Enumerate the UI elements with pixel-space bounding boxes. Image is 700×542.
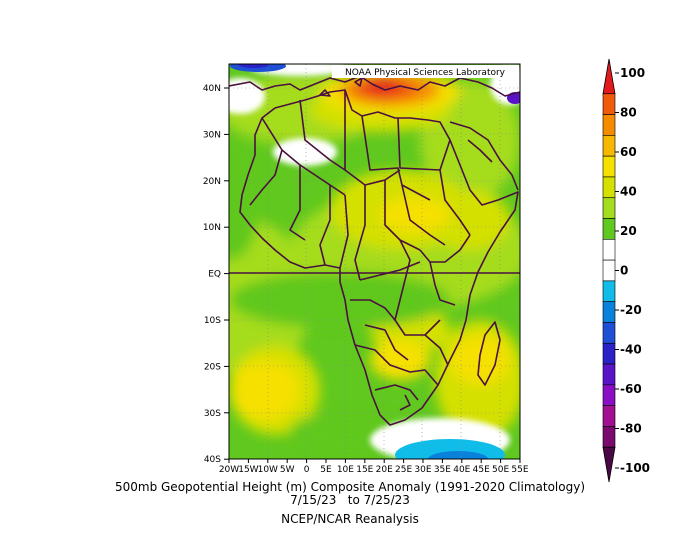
lon-label: 15E bbox=[356, 465, 373, 475]
colorbar-swatch bbox=[602, 259, 616, 282]
lon-label: 50E bbox=[492, 465, 509, 475]
colorbar-swatch bbox=[602, 301, 616, 323]
lat-label: EQ bbox=[208, 270, 221, 280]
colorbar-arrow-top bbox=[602, 58, 616, 95]
colorbar-swatch bbox=[602, 135, 616, 157]
lat-label: 40S bbox=[204, 455, 221, 465]
colorbar-swatch bbox=[602, 280, 616, 302]
colorbar-label: -100 bbox=[620, 461, 650, 475]
colorbar-swatch bbox=[602, 176, 616, 199]
colorbar-swatch bbox=[602, 218, 616, 240]
colorbar-label: -80 bbox=[620, 422, 642, 436]
colorbar-swatch bbox=[602, 239, 616, 261]
lon-label: 30E bbox=[414, 465, 431, 475]
lon-label: 45E bbox=[473, 465, 490, 475]
lat-label: 10N bbox=[203, 223, 221, 233]
colorbar-label: -40 bbox=[620, 343, 642, 357]
lon-label: 25E bbox=[395, 465, 412, 475]
lon-label: 15W bbox=[238, 465, 258, 475]
colorbar-label: 40 bbox=[620, 185, 637, 199]
lat-label: 30S bbox=[204, 409, 221, 419]
colorbar-swatch bbox=[602, 405, 616, 427]
colorbar-swatch bbox=[602, 363, 616, 386]
lon-label: 0 bbox=[304, 465, 310, 475]
lat-label: 30N bbox=[203, 130, 221, 140]
lat-label: 40N bbox=[203, 84, 221, 94]
credit-text: NOAA Physical Sciences Laboratory bbox=[345, 68, 506, 78]
chart-title-line2: 7/15/23 to 7/25/23 bbox=[290, 493, 410, 507]
colorbar-label: 80 bbox=[620, 106, 637, 120]
colorbar-arrow-bottom bbox=[602, 446, 616, 483]
map-frame bbox=[228, 63, 521, 460]
lat-axis: 40N 30N 20N 10N EQ 10S 20S 30S 40S bbox=[203, 84, 229, 465]
colorbar-swatch bbox=[602, 426, 616, 448]
colorbar-label: 0 bbox=[620, 264, 628, 278]
lon-label: 40E bbox=[453, 465, 470, 475]
colorbar-swatch bbox=[602, 114, 616, 136]
colorbar-label: -60 bbox=[620, 382, 642, 396]
colorbar-swatch bbox=[602, 322, 616, 344]
lon-label: 10E bbox=[337, 465, 354, 475]
chart-title-line3: NCEP/NCAR Reanalysis bbox=[281, 512, 419, 526]
colorbar-swatch bbox=[602, 342, 616, 365]
colorbar-label: -20 bbox=[620, 303, 642, 317]
lon-label: 20W bbox=[219, 465, 239, 475]
colorbar-label: 60 bbox=[620, 145, 637, 159]
lat-label: 20S bbox=[204, 362, 221, 372]
lon-label: 5W bbox=[280, 465, 295, 475]
lon-label: 35E bbox=[434, 465, 451, 475]
colorbar-swatch bbox=[602, 93, 616, 115]
colorbar-swatch bbox=[602, 155, 616, 178]
lon-axis: 20W 15W 10W 5W 0 5E 10E 15E 20E 25E 30E 35E 40E 45E 50… bbox=[219, 459, 529, 475]
lat-label: 20N bbox=[203, 177, 221, 187]
lon-label: 20E bbox=[376, 465, 393, 475]
colorbar-label: 20 bbox=[620, 224, 637, 238]
lat-label: 10S bbox=[204, 316, 221, 326]
colorbar-swatch bbox=[602, 384, 616, 406]
lon-label: 10W bbox=[258, 465, 278, 475]
colorbar-label: 100 bbox=[620, 66, 645, 80]
lon-label: 5E bbox=[320, 465, 332, 475]
credit-box bbox=[332, 65, 519, 78]
chart-title-line1: 500mb Geopotential Height (m) Composite … bbox=[114, 480, 585, 494]
colorbar: 100 80 60 40 20 0 -20 -40 -60 -80 -100 bbox=[602, 58, 650, 483]
colorbar-swatch bbox=[602, 197, 616, 219]
anomaly-field: NOAA Physical Sciences Laboratory bbox=[229, 64, 520, 459]
lon-label: 55E bbox=[511, 465, 528, 475]
